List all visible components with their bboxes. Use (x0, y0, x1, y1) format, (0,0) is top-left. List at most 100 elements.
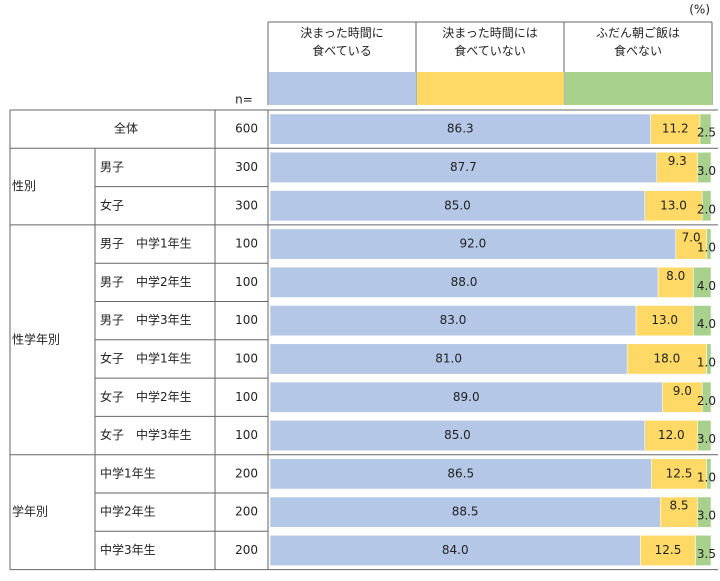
value-label: 13.0 (660, 198, 687, 212)
group-label: 性学年別 (12, 331, 60, 346)
n-value: 300 (235, 198, 258, 212)
legend-swatch (417, 72, 564, 105)
value-label: 92.0 (460, 237, 487, 251)
value-label: 85.0 (444, 428, 471, 442)
value-label: 7.0 (682, 231, 701, 245)
bar-segment (656, 152, 699, 183)
n-value: 200 (235, 505, 258, 519)
value-label: 86.3 (447, 122, 474, 136)
value-label: 4.0 (697, 279, 716, 293)
category-label: 女子 中学3年生 (100, 427, 192, 442)
group-label: 学年別 (12, 504, 48, 519)
value-label: 8.0 (666, 269, 685, 283)
n-value: 200 (235, 543, 258, 557)
value-label: 8.5 (669, 499, 688, 513)
category-label: 男子 中学1年生 (100, 236, 192, 251)
value-label: 13.0 (651, 313, 678, 327)
value-label: 18.0 (654, 351, 681, 365)
value-label: 1.0 (697, 355, 716, 369)
bar-segment (662, 381, 703, 413)
bar-segment (644, 420, 699, 451)
category-label: 男子 中学2年生 (100, 274, 192, 289)
value-label: 81.0 (435, 351, 462, 365)
bar-segment (640, 535, 696, 566)
value-label: 12.0 (658, 428, 685, 442)
bar-segment (650, 113, 701, 145)
bar-segment (701, 190, 712, 222)
category-label: 女子 (100, 197, 124, 212)
bar-segment (699, 113, 712, 145)
bar-segment (701, 381, 712, 413)
value-label: 9.3 (668, 154, 687, 168)
series-name: 決まった時間には 食べていない (442, 26, 538, 58)
bar-segment (693, 266, 712, 298)
bar-segment (269, 190, 646, 222)
bar-segment (626, 343, 707, 375)
n-value: 100 (235, 313, 258, 327)
value-label: 2.5 (697, 126, 716, 140)
n-value: 100 (235, 275, 258, 289)
legend-swatch (269, 72, 416, 105)
bar-segment (695, 535, 712, 566)
bar-segment (657, 266, 694, 298)
n-value: 100 (235, 237, 258, 251)
value-label: 9.0 (673, 384, 692, 398)
category-label: 中学2年生 (100, 504, 156, 519)
bar-segment (269, 343, 628, 375)
n-value: 600 (235, 122, 258, 136)
value-label: 84.0 (442, 543, 469, 557)
value-label: 88.0 (451, 275, 478, 289)
category-label: 中学1年生 (100, 465, 156, 480)
bar-segment (706, 458, 712, 490)
bar-segment (269, 535, 641, 566)
bar-segment (269, 458, 652, 490)
value-label: 3.0 (697, 509, 716, 523)
value-label: 2.0 (697, 202, 716, 216)
category-label: 中学3年生 (100, 542, 156, 557)
value-label: 88.5 (452, 505, 479, 519)
bar-segment (269, 381, 663, 413)
series-name: ふだん朝ご飯は 食べない (595, 26, 680, 58)
bar-segment (269, 113, 651, 145)
value-label: 3.0 (697, 164, 716, 178)
category-label: 女子 中学2年生 (100, 389, 192, 404)
value-label: 2.0 (697, 394, 716, 408)
value-label: 83.0 (440, 313, 467, 327)
bar-segment (635, 305, 694, 337)
value-label: 3.0 (697, 432, 716, 446)
value-label: 1.0 (697, 470, 716, 484)
category-label: 男子 (100, 160, 124, 174)
legend-swatch (565, 72, 712, 105)
value-label: 11.2 (662, 122, 689, 136)
bar-segment (644, 190, 703, 222)
series-name: 決まった時間に 食べている (300, 26, 384, 58)
value-label: 12.5 (666, 466, 693, 480)
unit-label: (%) (689, 3, 710, 17)
bar-segment (651, 458, 707, 490)
bar-segment (706, 343, 712, 375)
bar-segment (697, 496, 712, 528)
value-label: 4.0 (697, 317, 716, 331)
n-value: 100 (235, 351, 258, 365)
bar-segment (269, 420, 646, 451)
category-label: 男子 中学3年生 (100, 312, 192, 327)
bar-segment (697, 152, 712, 183)
value-label: 86.5 (447, 466, 474, 480)
value-label: 1.0 (697, 241, 716, 255)
bar-segment (269, 228, 676, 260)
n-header: n= (235, 93, 253, 107)
value-label: 85.0 (444, 198, 471, 212)
category-label: 女子 中学1年生 (100, 350, 192, 365)
bar-segment (693, 305, 712, 337)
n-value: 100 (235, 428, 258, 442)
category-label: 全体 (114, 121, 138, 136)
bar-segment (269, 266, 659, 298)
value-label: 3.5 (697, 547, 716, 561)
n-value: 200 (235, 466, 258, 480)
n-value: 300 (235, 160, 258, 174)
group-label: 性別 (12, 179, 36, 193)
bar-segment (697, 420, 712, 451)
bar-segment (706, 228, 712, 260)
